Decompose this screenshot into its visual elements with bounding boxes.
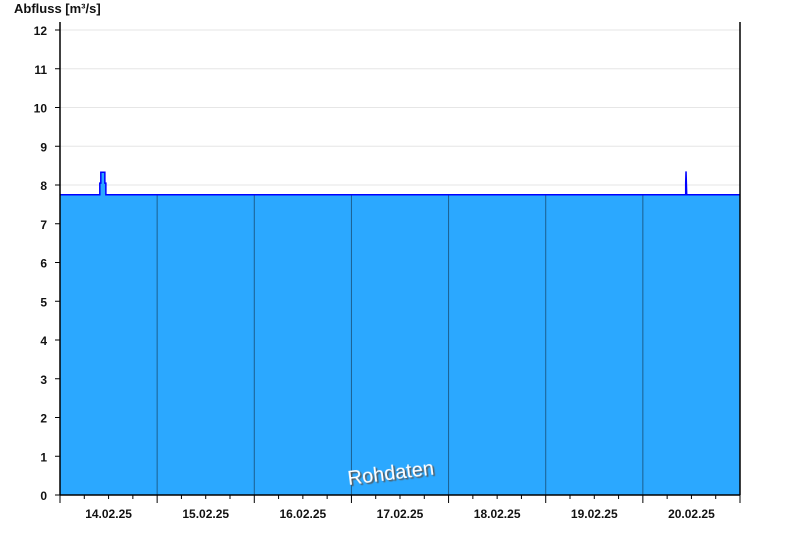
series-area (60, 171, 740, 495)
x-tick-label: 18.02.25 (474, 507, 521, 521)
y-tick-label: 4 (40, 334, 47, 348)
y-tick-label: 7 (40, 218, 47, 232)
y-axis-label: Abfluss [m³/s] (14, 1, 101, 16)
y-tick-label: 6 (40, 257, 47, 271)
y-tick-label: 3 (40, 373, 47, 387)
x-tick-label: 15.02.25 (182, 507, 229, 521)
x-tick-label: 19.02.25 (571, 507, 618, 521)
y-tick-label: 5 (40, 295, 47, 309)
y-tick-label: 8 (40, 179, 47, 193)
y-tick-label: 11 (34, 63, 47, 77)
x-tick-label: 17.02.25 (377, 507, 424, 521)
x-tick-label: 20.02.25 (668, 507, 715, 521)
y-tick-label: 2 (40, 412, 47, 426)
y-tick-label: 1 (40, 450, 47, 464)
y-tick-label: 10 (34, 102, 48, 116)
series-line (60, 171, 740, 196)
y-tick-label: 0 (40, 489, 47, 503)
x-tick-label: 14.02.25 (85, 507, 132, 521)
y-tick-label: 9 (40, 140, 47, 154)
x-tick-label: 16.02.25 (279, 507, 326, 521)
y-tick-label: 12 (34, 24, 48, 38)
